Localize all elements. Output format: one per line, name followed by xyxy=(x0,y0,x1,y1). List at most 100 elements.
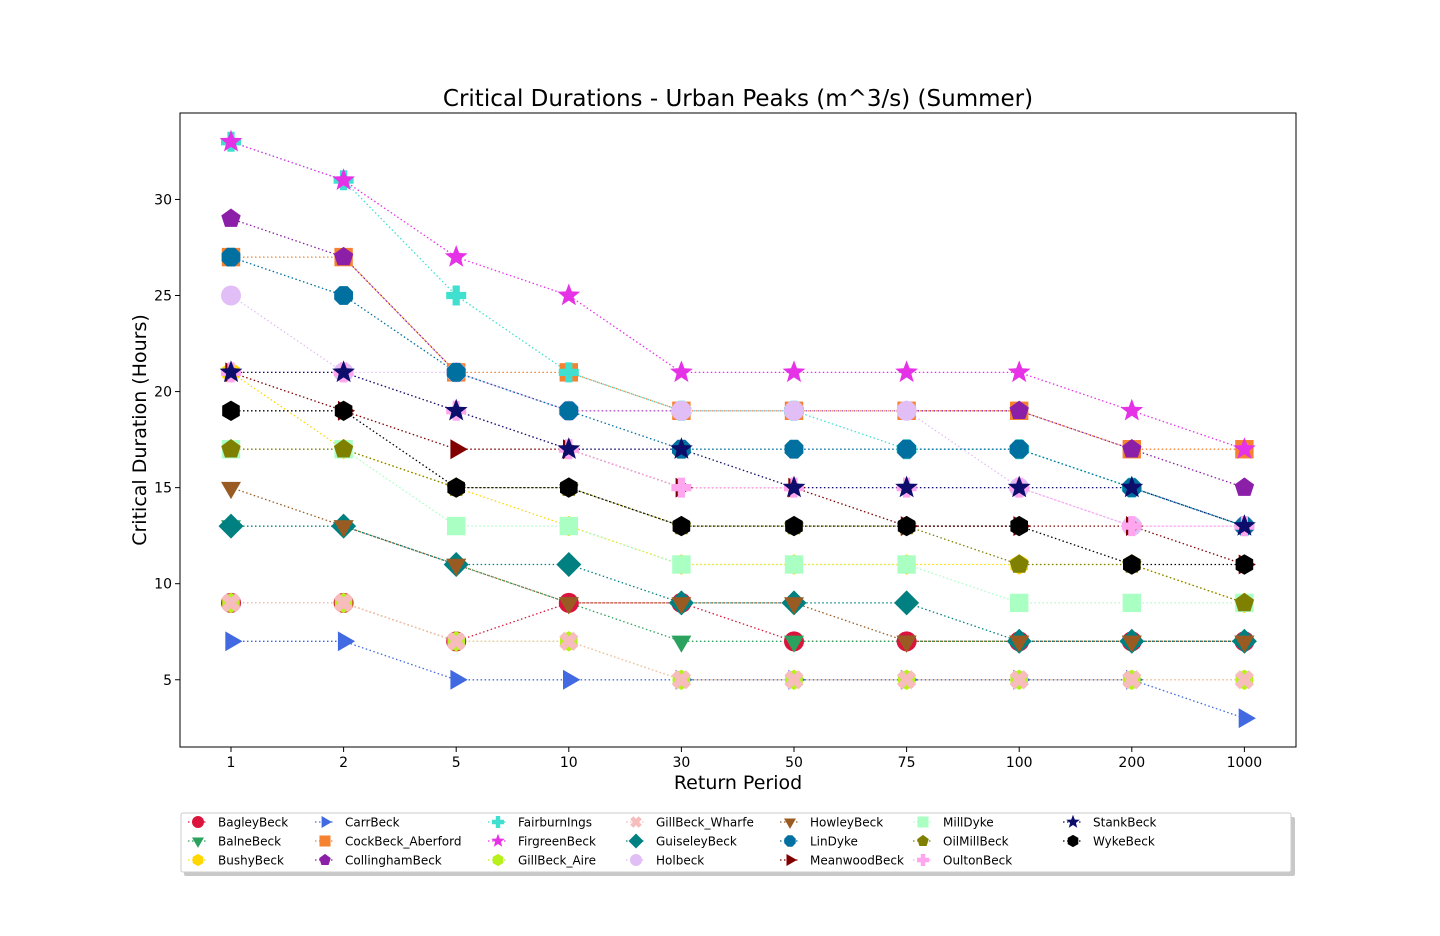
point-wykebeck-200 xyxy=(1123,554,1141,575)
point-oilmillbeck-1 xyxy=(221,439,241,458)
point-oilmillbeck-100 xyxy=(1009,554,1029,573)
point-firgreenbeck-50 xyxy=(782,360,806,383)
series-points-oultonbeck xyxy=(221,362,1255,537)
point-wykebeck-5 xyxy=(447,477,465,498)
series-points-fairburnings xyxy=(221,131,1255,537)
x-tick-label-5: 5 xyxy=(452,755,461,771)
series-line-meanwoodbeck xyxy=(230,371,1245,566)
plot-lines xyxy=(230,141,1245,719)
series-points-guiseleybeck xyxy=(218,513,1257,654)
series-line-stankbeck xyxy=(231,371,1245,527)
series-points-howleybeck xyxy=(221,481,1255,653)
point-gillbeck-wharfe-100 xyxy=(1009,670,1029,690)
legend-marker-gillbeck-aire xyxy=(492,853,504,867)
point-stankbeck-5 xyxy=(444,398,468,421)
legend-marker-wykebeck xyxy=(1067,834,1079,848)
x-tick-label-100: 100 xyxy=(1006,755,1033,771)
point-wykebeck-1 xyxy=(222,400,240,421)
point-gillbeck-wharfe-30 xyxy=(671,670,691,690)
x-tick-label-1000: 1000 xyxy=(1227,755,1263,771)
legend-label-stankbeck: StankBeck xyxy=(1093,816,1156,830)
point-holbeck-50 xyxy=(784,400,804,421)
legend-item-holbeck: Holbeck xyxy=(626,854,704,868)
point-wykebeck-2 xyxy=(334,400,353,421)
series-points-meanwoodbeck xyxy=(225,362,1256,575)
point-milldyke-200 xyxy=(1122,593,1141,613)
point-collinghambeck-100 xyxy=(1009,400,1029,419)
legend-label-oilmillbeck: OilMillBeck xyxy=(943,835,1009,849)
point-firgreenbeck-2 xyxy=(332,168,355,190)
legend-item-oilmillbeck: OilMillBeck xyxy=(913,835,1009,849)
point-firgreenbeck-5 xyxy=(444,245,468,267)
point-fairburnings-5 xyxy=(446,285,467,306)
point-howleybeck-75 xyxy=(896,635,917,653)
point-meanwoodbeck-5 xyxy=(450,439,468,460)
point-wykebeck-30 xyxy=(672,515,691,537)
x-tick-label-1: 1 xyxy=(227,755,236,771)
point-gillbeck-wharfe-2 xyxy=(334,593,354,613)
point-milldyke-10 xyxy=(559,516,578,536)
point-collinghambeck-200 xyxy=(1122,439,1142,458)
legend-marker-lindyke xyxy=(784,835,796,847)
legend-marker-bushybeck xyxy=(192,853,204,867)
point-carrbeck-1 xyxy=(225,631,243,652)
point-gillbeck-wharfe-200 xyxy=(1122,670,1142,690)
point-lindyke-5 xyxy=(446,362,466,382)
point-howleybeck-100 xyxy=(1009,635,1030,653)
x-tick-label-30: 30 xyxy=(672,755,690,771)
series-line-fairburnings xyxy=(230,141,1245,527)
legend-label-balnebeck: BalneBeck xyxy=(218,835,281,849)
legend-marker-bagleybeck xyxy=(192,816,204,828)
x-axis-label: Return Period xyxy=(674,772,802,794)
point-howleybeck-30 xyxy=(671,597,692,615)
point-howleybeck-2 xyxy=(333,520,354,538)
point-gillbeck-wharfe-1000 xyxy=(1234,670,1254,690)
point-stankbeck-50 xyxy=(782,475,806,498)
point-howleybeck-1 xyxy=(221,481,241,500)
point-lindyke-50 xyxy=(784,439,804,459)
legend-item-bushybeck: BushyBeck xyxy=(188,854,284,868)
legend-label-howleybeck: HowleyBeck xyxy=(810,816,883,830)
point-milldyke-5 xyxy=(447,516,466,536)
point-fairburnings-10 xyxy=(558,362,579,383)
legend-marker-holbeck xyxy=(630,854,642,866)
point-howleybeck-5 xyxy=(446,558,467,576)
legend-label-firgreenbeck: FirgreenBeck xyxy=(518,835,596,849)
point-wykebeck-50 xyxy=(785,515,803,537)
y-axis-label: Critical Duration (Hours) xyxy=(129,314,151,546)
point-stankbeck-200 xyxy=(1120,475,1144,498)
legend-label-gillbeck-wharfe: GillBeck_Wharfe xyxy=(656,816,754,830)
point-milldyke-30 xyxy=(672,555,691,574)
point-gillbeck-wharfe-75 xyxy=(897,670,917,690)
legend-item-guiseleybeck: GuiseleyBeck xyxy=(626,833,737,849)
point-guiseleybeck-10 xyxy=(556,552,582,577)
legend-marker-oilmillbeck xyxy=(917,834,929,846)
series-line-oilmillbeck xyxy=(231,448,1245,604)
point-gillbeck-wharfe-1 xyxy=(221,593,241,613)
legend-item-meanwoodbeck: MeanwoodBeck xyxy=(780,854,904,868)
legend-marker-howleybeck xyxy=(784,818,796,829)
legend-item-carrbeck: CarrBeck xyxy=(315,816,400,830)
point-firgreenbeck-75 xyxy=(895,360,918,383)
legend-label-meanwoodbeck: MeanwoodBeck xyxy=(810,854,904,868)
legend-marker-stankbeck xyxy=(1066,814,1080,828)
series-line-firgreenbeck xyxy=(230,141,1245,450)
legend-label-fairburnings: FairburnIngs xyxy=(518,816,592,830)
legend-label-bushybeck: BushyBeck xyxy=(218,854,284,868)
y-tick-label-30: 30 xyxy=(154,192,172,208)
series-points-gillbeck-wharfe xyxy=(221,593,1254,690)
point-stankbeck-100 xyxy=(1007,475,1031,498)
legend-item-lindyke: LinDyke xyxy=(780,835,858,849)
series-line-gillbeck-wharfe xyxy=(231,602,1245,681)
series-line-oultonbeck xyxy=(231,371,1245,527)
point-lindyke-2 xyxy=(334,286,353,305)
series-line-bagleybeck xyxy=(231,602,1245,642)
legend-marker-cockbeck-aberford xyxy=(319,835,331,847)
point-firgreenbeck-30 xyxy=(670,360,693,383)
series-points-stankbeck xyxy=(219,360,1256,536)
plot-frame xyxy=(179,112,1297,748)
series-line-carrbeck xyxy=(231,640,1245,719)
point-firgreenbeck-1000 xyxy=(1233,437,1256,459)
series-points-balnebeck xyxy=(221,520,1255,653)
